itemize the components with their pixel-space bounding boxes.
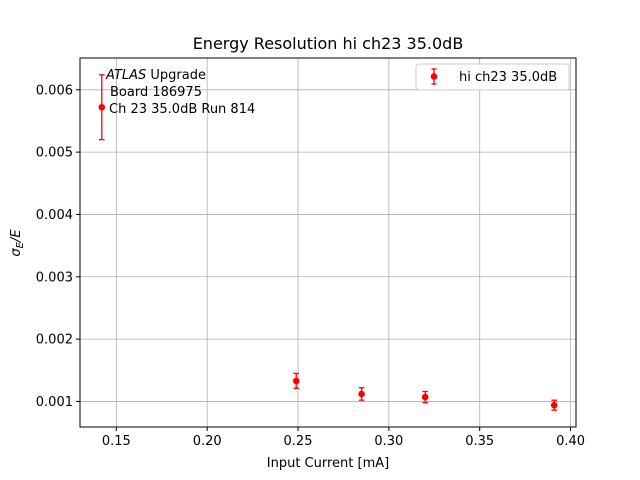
x-tick-label: 0.35 xyxy=(465,434,494,449)
x-tick-label: 0.40 xyxy=(556,434,585,449)
x-tick-label: 0.15 xyxy=(102,434,131,449)
y-axis-label-sigma: σ xyxy=(9,248,24,257)
annotation-atlas: ATLAS xyxy=(105,68,146,83)
x-tick-label: 0.20 xyxy=(193,434,222,449)
legend-label: hi ch23 35.0dB xyxy=(459,70,557,85)
y-axis-label-text: σE/E xyxy=(9,229,26,257)
y-tick-label: 0.002 xyxy=(36,333,73,348)
y-axis-label-tail: /E xyxy=(9,229,24,243)
y-tick-label: 0.005 xyxy=(36,146,73,161)
chart-title: Energy Resolution hi ch23 35.0dB xyxy=(193,34,464,53)
y-axis-label: σE/E xyxy=(9,229,26,257)
data-point xyxy=(550,401,558,409)
data-point xyxy=(358,390,365,398)
y-axis-ticks: 0.001 0.002 0.003 0.004 0.005 0.006 xyxy=(36,83,80,410)
data-point xyxy=(421,393,429,401)
y-tick-label: 0.004 xyxy=(36,208,73,223)
grid xyxy=(80,58,576,427)
y-tick-label: 0.006 xyxy=(36,83,73,98)
data-series xyxy=(98,74,558,411)
plot-area-frame xyxy=(79,57,577,428)
atlas-annotation: ATLAS Upgrade Board 186975 Ch 23 35.0dB … xyxy=(105,68,255,117)
legend-marker xyxy=(430,73,438,80)
x-tick-label: 0.30 xyxy=(374,434,403,449)
annotation-line-2: Board 186975 xyxy=(110,85,202,100)
x-axis-ticks: 0.15 0.20 0.25 0.30 0.35 0.40 xyxy=(102,427,585,449)
legend: hi ch23 35.0dB xyxy=(415,63,570,91)
annotation-line-3: Ch 23 35.0dB Run 814 xyxy=(109,102,255,117)
y-tick-label: 0.003 xyxy=(36,270,73,285)
y-tick-label: 0.001 xyxy=(36,395,73,410)
x-axis-label: Input Current [mA] xyxy=(267,456,389,471)
x-tick-label: 0.25 xyxy=(284,434,313,449)
annotation-upgrade: Upgrade xyxy=(146,68,206,83)
legend-box xyxy=(415,63,570,91)
y-axis-label-subscript: E xyxy=(15,241,26,248)
annotation-line-1: ATLAS Upgrade xyxy=(105,68,206,83)
data-point xyxy=(98,103,106,111)
data-point xyxy=(292,377,300,385)
